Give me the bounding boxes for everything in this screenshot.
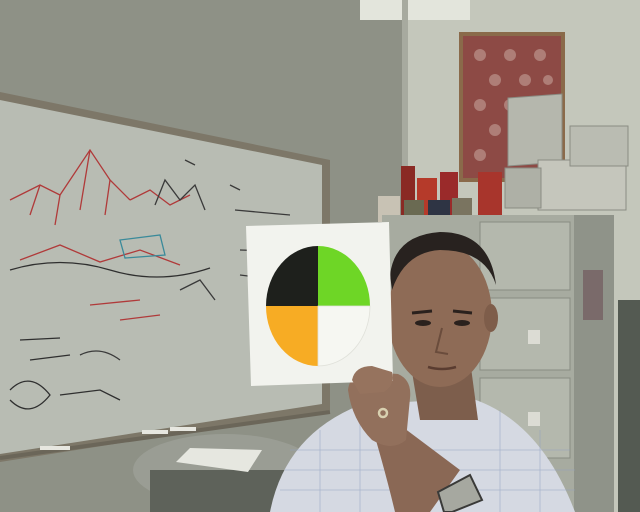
cabinet-sticker — [583, 270, 603, 320]
metal-case-lid — [507, 93, 563, 167]
ceiling-strip — [360, 0, 470, 20]
metal-case — [537, 159, 627, 211]
poster-pattern — [474, 49, 553, 161]
watch — [436, 473, 484, 512]
mouth — [427, 365, 457, 371]
hair — [390, 232, 496, 290]
thumb — [352, 366, 393, 394]
eye — [454, 320, 470, 326]
notepad — [176, 448, 262, 472]
nose — [434, 327, 449, 355]
color-quadrant-disc — [266, 246, 371, 367]
marker — [40, 446, 70, 450]
cabinet-side — [574, 215, 614, 512]
box-red — [478, 172, 502, 216]
marker — [170, 427, 196, 431]
cabinet-label — [528, 412, 540, 426]
whiteboard-tray — [0, 410, 331, 460]
whiteboard-writing — [9, 148, 301, 410]
eye — [415, 320, 431, 326]
metal-case-small — [504, 167, 542, 209]
cabinet-drawer — [479, 297, 571, 371]
quadrant-green — [318, 246, 370, 306]
quadrant-orange — [266, 306, 318, 366]
brow — [411, 309, 473, 315]
cabinet-label — [528, 330, 540, 344]
metal-case — [569, 125, 629, 167]
quadrant-white — [317, 305, 371, 367]
marker — [142, 430, 168, 434]
quadrant-black — [266, 246, 318, 306]
head — [388, 243, 492, 387]
ear — [484, 304, 498, 332]
ring — [377, 407, 389, 419]
cabinet-drawer — [479, 221, 571, 291]
door-frame — [618, 300, 640, 512]
